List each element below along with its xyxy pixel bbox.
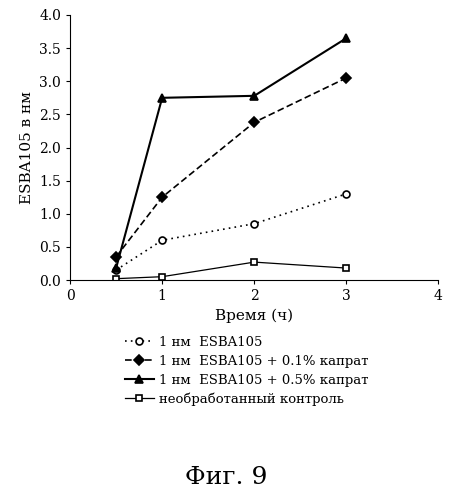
Text: Фиг. 9: Фиг. 9 — [184, 466, 267, 488]
необработанный контроль — [343, 265, 348, 271]
Legend: 1 нм  ESBA105, 1 нм  ESBA105 + 0.1% капрат, 1 нм  ESBA105 + 0.5% капрат, необраб: 1 нм ESBA105, 1 нм ESBA105 + 0.1% капрат… — [120, 330, 373, 411]
Y-axis label: ESBA105 в нм: ESBA105 в нм — [19, 91, 33, 204]
1 нм  ESBA105 — [159, 238, 165, 244]
необработанный контроль — [159, 274, 165, 280]
1 нм  ESBA105 + 0.1% капрат — [343, 75, 348, 81]
1 нм  ESBA105 + 0.5% капрат — [113, 265, 119, 271]
1 нм  ESBA105 + 0.5% капрат — [159, 95, 165, 101]
необработанный контроль — [251, 259, 256, 265]
Line: 1 нм  ESBA105: 1 нм ESBA105 — [112, 190, 349, 274]
Line: 1 нм  ESBA105 + 0.1% капрат: 1 нм ESBA105 + 0.1% капрат — [112, 74, 349, 260]
1 нм  ESBA105 + 0.1% капрат — [113, 254, 119, 260]
необработанный контроль — [113, 276, 119, 281]
1 нм  ESBA105 + 0.1% капрат — [251, 120, 256, 126]
1 нм  ESBA105 + 0.5% капрат — [343, 35, 348, 41]
1 нм  ESBA105 + 0.1% капрат — [159, 194, 165, 200]
1 нм  ESBA105 — [251, 220, 256, 226]
1 нм  ESBA105 + 0.5% капрат — [251, 93, 256, 99]
X-axis label: Время (ч): Время (ч) — [215, 308, 293, 323]
1 нм  ESBA105 — [113, 267, 119, 273]
Line: 1 нм  ESBA105 + 0.5% капрат: 1 нм ESBA105 + 0.5% капрат — [112, 34, 350, 272]
Line: необработанный контроль: необработанный контроль — [112, 258, 349, 282]
1 нм  ESBA105 — [343, 191, 348, 197]
